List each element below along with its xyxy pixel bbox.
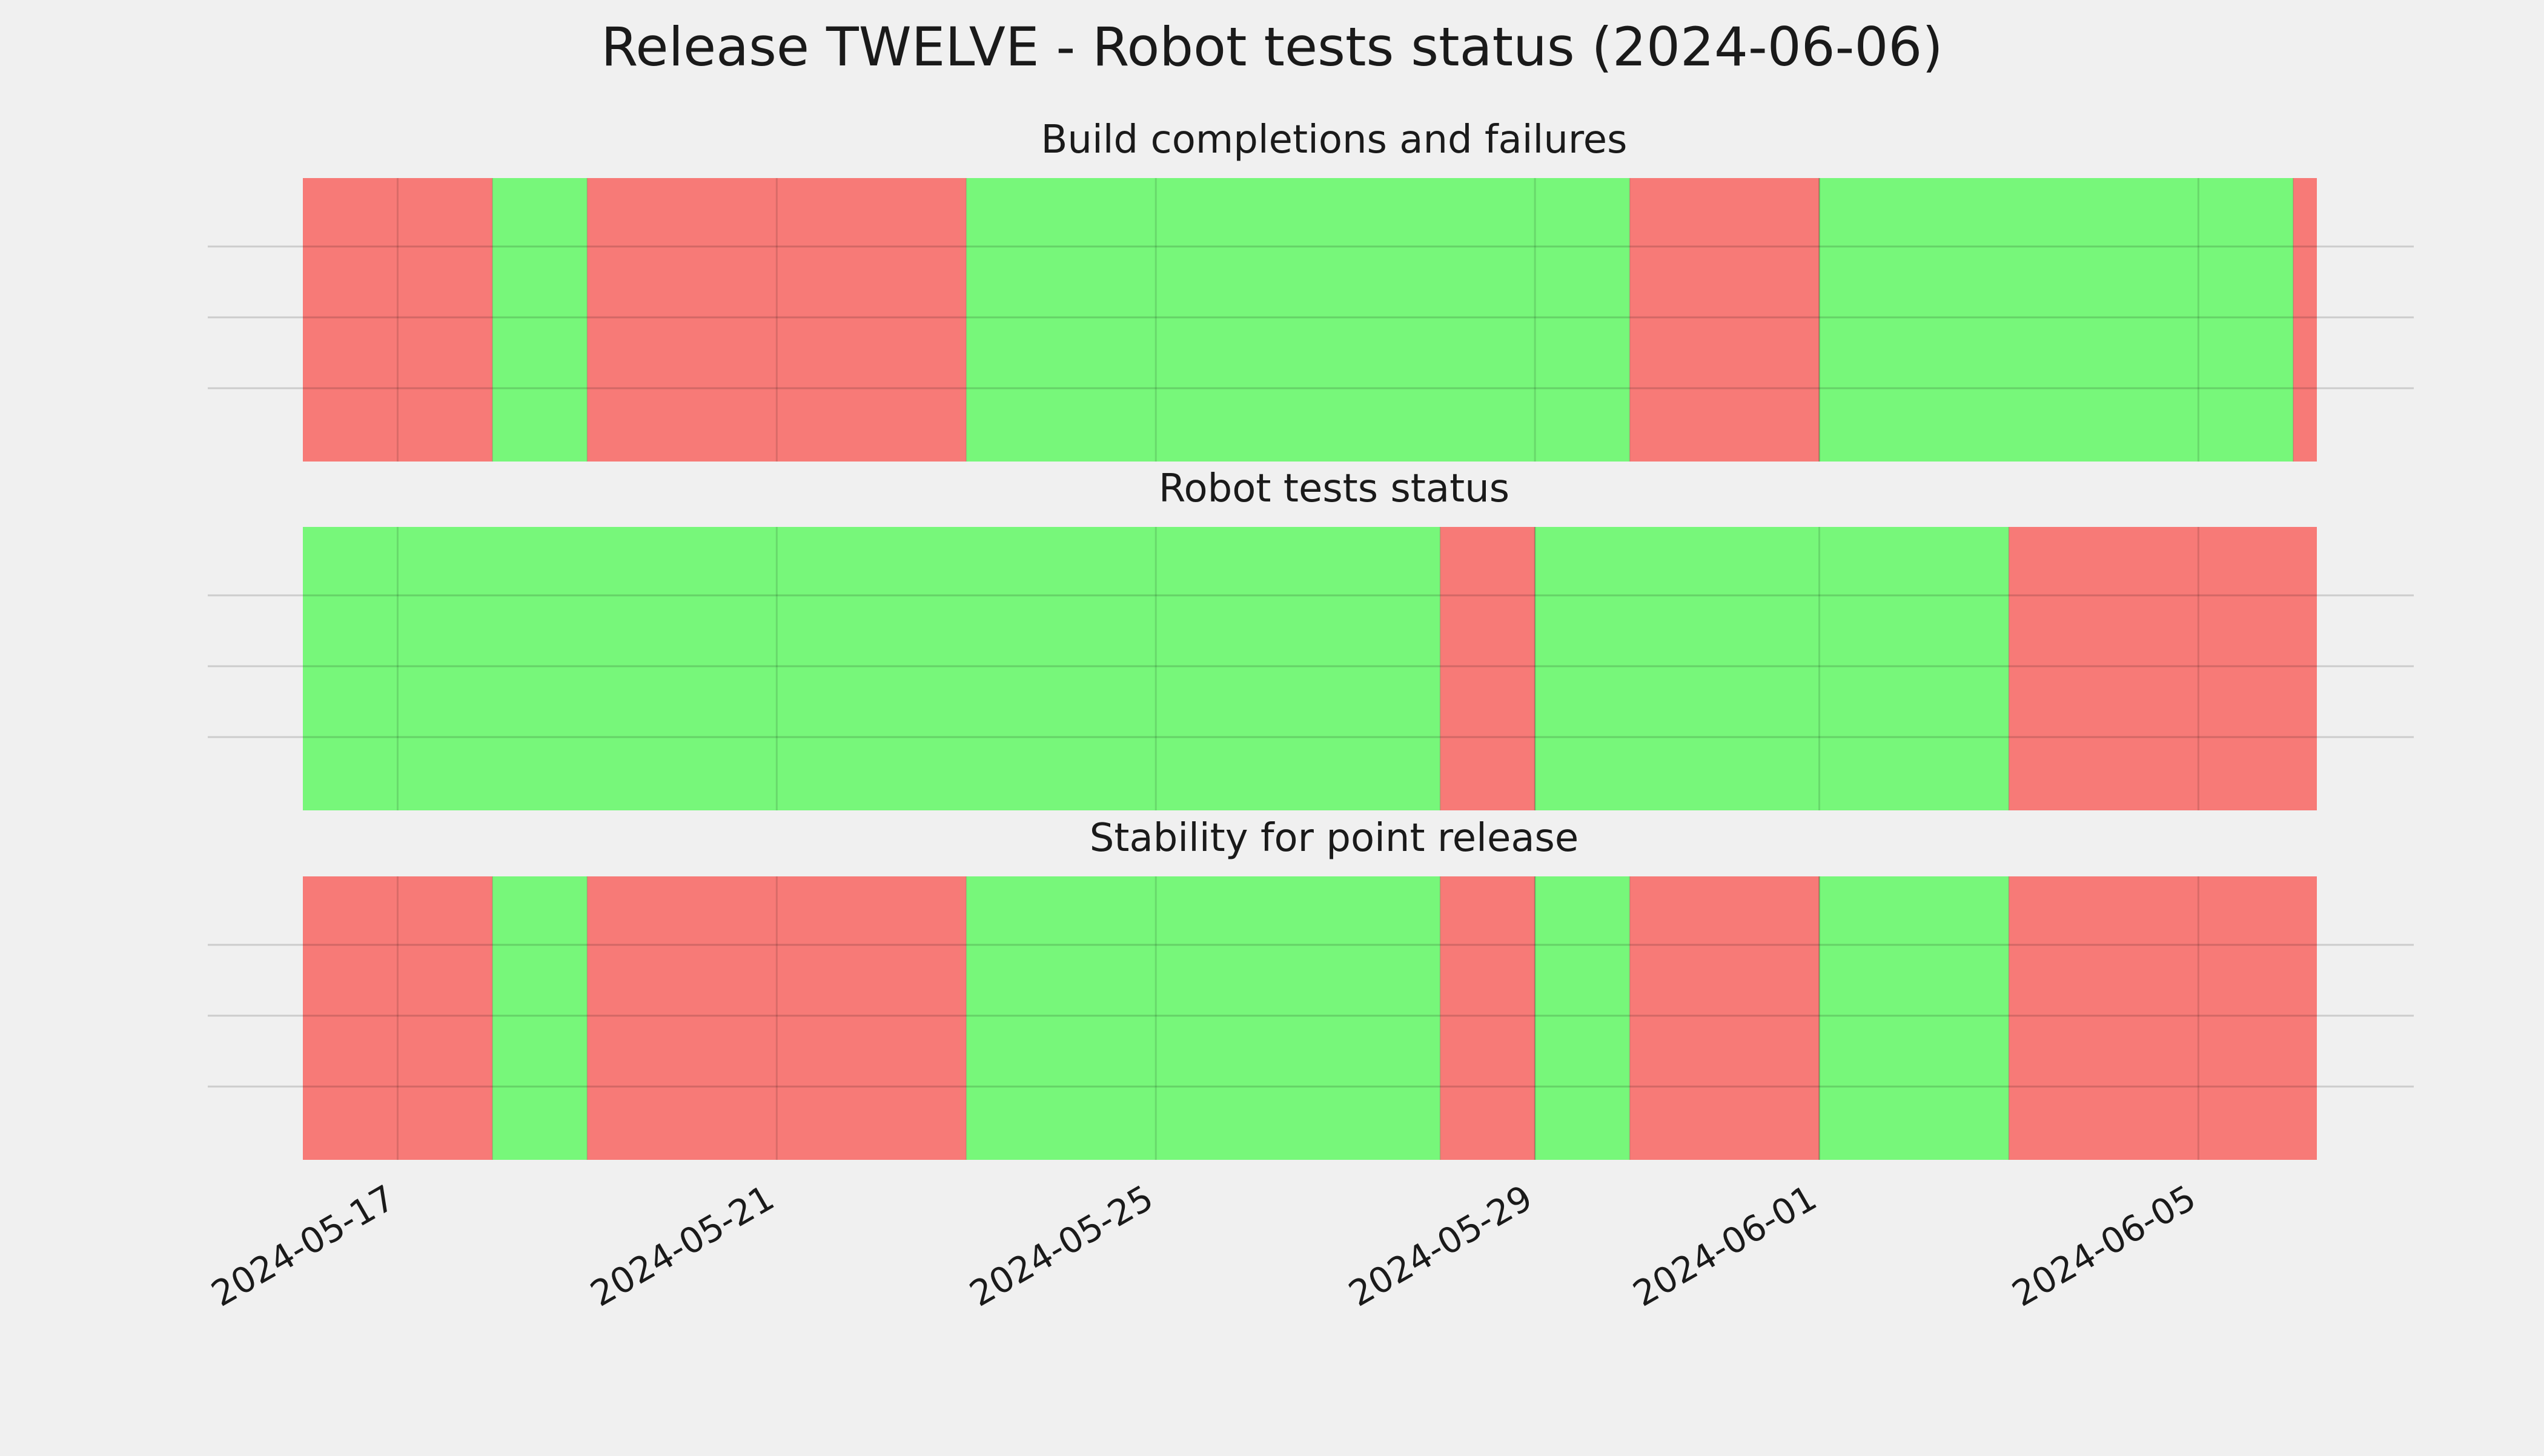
- status-segment-fail: [2293, 178, 2317, 462]
- x-tick-label: 2024-05-21: [583, 1177, 781, 1314]
- status-segment-fail: [1629, 876, 1820, 1160]
- panels: Build completions and failures Robot test…: [208, 117, 2414, 1160]
- status-segment-pass: [1819, 876, 2009, 1160]
- status-segment-pass: [966, 876, 1440, 1160]
- status-segment-fail: [303, 178, 492, 462]
- status-segment-pass: [1535, 527, 2009, 810]
- status-segment-pass: [1535, 876, 1630, 1160]
- status-segment-pass: [492, 876, 588, 1160]
- status-segment-fail: [1629, 178, 1820, 462]
- panel-2: Robot tests status: [208, 466, 2414, 810]
- chart-title: Release TWELVE - Robot tests status (202…: [601, 16, 1943, 78]
- panel-title: Stability for point release: [1090, 816, 1579, 861]
- x-tick-label: 2024-06-01: [1626, 1177, 1824, 1314]
- status-segment-fail: [303, 876, 492, 1160]
- status-segment-fail: [1440, 527, 1535, 810]
- status-segment-pass: [966, 178, 1630, 462]
- panel-title: Robot tests status: [1159, 466, 1509, 511]
- status-segment-pass: [492, 178, 588, 462]
- panel-title: Build completions and failures: [1041, 117, 1628, 162]
- panel-3: Stability for point release: [208, 816, 2414, 1160]
- status-segment-fail: [1440, 876, 1535, 1160]
- x-tick-label: 2024-05-25: [962, 1177, 1160, 1314]
- status-segment-fail: [2009, 876, 2317, 1160]
- x-tick-label: 2024-05-17: [205, 1177, 402, 1314]
- panel-1: Build completions and failures: [208, 117, 2414, 462]
- x-axis: 2024-05-17 2024-05-21 2024-05-25 2024-05-29…: [205, 1177, 2203, 1314]
- x-tick-label: 2024-05-29: [1342, 1177, 1539, 1314]
- status-segment-pass: [303, 527, 1440, 810]
- status-segment-fail: [2009, 527, 2317, 810]
- status-segment-fail: [587, 178, 967, 462]
- status-segment-fail: [587, 876, 967, 1160]
- x-tick-label: 2024-06-05: [2005, 1177, 2202, 1314]
- status-segment-pass: [1819, 178, 2293, 462]
